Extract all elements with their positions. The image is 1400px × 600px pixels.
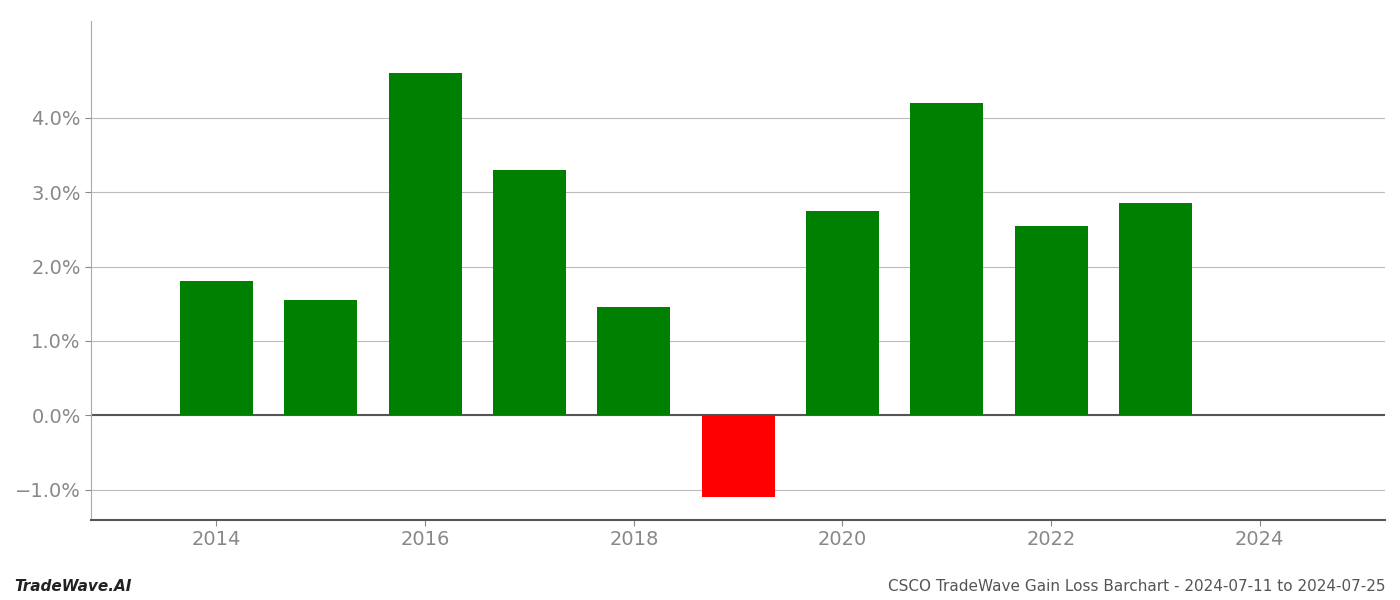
Text: CSCO TradeWave Gain Loss Barchart - 2024-07-11 to 2024-07-25: CSCO TradeWave Gain Loss Barchart - 2024…	[889, 579, 1386, 594]
Bar	[181, 281, 253, 415]
Bar	[389, 73, 462, 415]
Bar	[806, 211, 879, 415]
Bar	[284, 300, 357, 415]
Bar	[1015, 226, 1088, 415]
Bar	[701, 415, 774, 497]
Bar	[1119, 203, 1191, 415]
Bar	[910, 103, 983, 415]
Bar	[493, 170, 566, 415]
Text: TradeWave.AI: TradeWave.AI	[14, 579, 132, 594]
Bar	[598, 307, 671, 415]
